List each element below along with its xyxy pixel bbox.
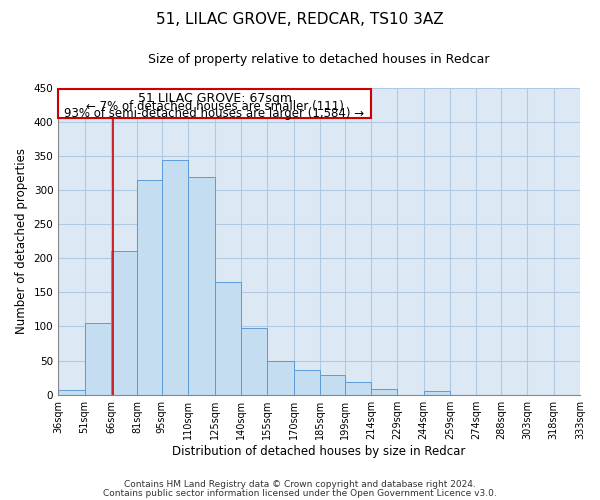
- Bar: [58, 390, 85, 394]
- FancyBboxPatch shape: [58, 89, 371, 118]
- Bar: [188, 177, 215, 394]
- Text: 51 LILAC GROVE: 67sqm: 51 LILAC GROVE: 67sqm: [137, 92, 292, 106]
- Bar: [85, 323, 111, 394]
- Text: Contains HM Land Registry data © Crown copyright and database right 2024.: Contains HM Land Registry data © Crown c…: [124, 480, 476, 489]
- Bar: [371, 388, 397, 394]
- Text: 93% of semi-detached houses are larger (1,584) →: 93% of semi-detached houses are larger (…: [64, 108, 365, 120]
- Bar: [137, 180, 162, 394]
- Text: Contains public sector information licensed under the Open Government Licence v3: Contains public sector information licen…: [103, 488, 497, 498]
- Y-axis label: Number of detached properties: Number of detached properties: [15, 148, 28, 334]
- Bar: [111, 250, 137, 394]
- Bar: [293, 370, 320, 394]
- Title: Size of property relative to detached houses in Redcar: Size of property relative to detached ho…: [148, 52, 490, 66]
- Text: ← 7% of detached houses are smaller (111): ← 7% of detached houses are smaller (111…: [86, 100, 343, 113]
- X-axis label: Distribution of detached houses by size in Redcar: Distribution of detached houses by size …: [172, 444, 466, 458]
- Bar: [162, 160, 188, 394]
- Bar: [320, 375, 344, 394]
- Bar: [424, 392, 450, 394]
- Bar: [267, 360, 293, 394]
- Bar: [215, 282, 241, 395]
- Text: 51, LILAC GROVE, REDCAR, TS10 3AZ: 51, LILAC GROVE, REDCAR, TS10 3AZ: [156, 12, 444, 28]
- Bar: [344, 382, 371, 394]
- Bar: [241, 328, 267, 394]
